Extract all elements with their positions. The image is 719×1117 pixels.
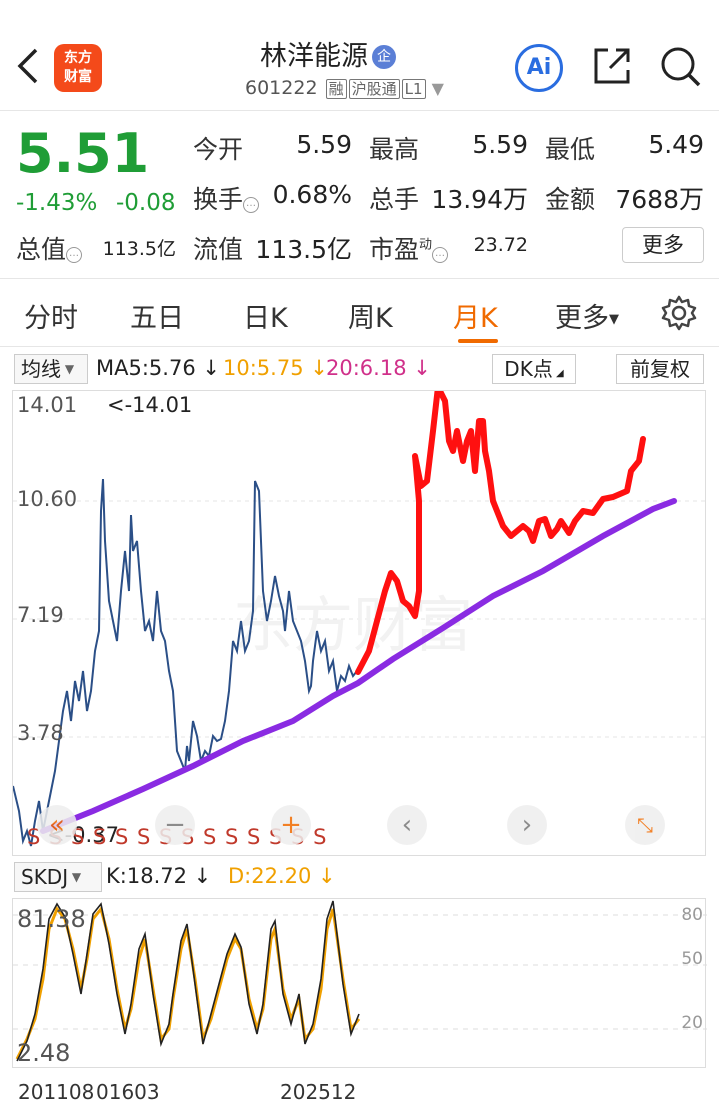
dk-points-button[interactable]: DK点 ◢ — [492, 354, 576, 384]
gear-icon — [661, 295, 697, 331]
low-value: 5.49 — [648, 130, 704, 159]
current-price: 5.51 — [16, 122, 150, 185]
y-tick-4: 3.78 — [17, 721, 64, 745]
pe-value: 23.72 — [473, 234, 528, 256]
x-label-end: 202512 — [280, 1080, 357, 1104]
active-tab-indicator — [458, 339, 498, 343]
open-value: 5.59 — [296, 130, 352, 159]
y-tick-2: 10.60 — [17, 487, 78, 511]
logo-text-line2: 财富 — [64, 69, 92, 85]
ma20-value: 20:6.18 ↓ — [326, 356, 431, 380]
tag-connect: 沪股通 — [348, 79, 400, 99]
back-button[interactable] — [14, 44, 44, 88]
kdj-y-top: 81.38 — [17, 905, 86, 933]
float-label: 流值 — [193, 235, 244, 264]
indicator-selector[interactable]: SKDJ ▼ — [14, 862, 102, 892]
tab-more[interactable]: 更多▼ — [555, 303, 619, 334]
zoom-out-button[interactable]: − — [155, 805, 195, 845]
kline-chart-svg: 东方财富 — [13, 391, 707, 847]
mktcap-value: 113.5亿 — [102, 238, 176, 260]
share-icon — [594, 48, 630, 84]
y-tick-3: 7.19 — [17, 603, 64, 627]
kdj-tick-50: 50 — [681, 949, 703, 969]
scroll-right-button[interactable]: › — [507, 805, 547, 845]
kline-chart[interactable]: 东方财富 14.01 10.60 7.19 3.78 <-14.01 <-0.3… — [12, 390, 707, 856]
chevron-left-icon — [17, 48, 38, 84]
high-value: 5.59 — [472, 130, 528, 159]
tab-daily-k[interactable]: 日K — [243, 303, 288, 334]
projection-line — [355, 391, 646, 675]
ma5-value: MA5:5.76 ↓ — [96, 356, 220, 380]
pe-label: 市盈动… — [369, 230, 449, 266]
pe-sup: 动 — [419, 237, 433, 253]
stock-code: 601222 — [245, 77, 318, 99]
mktcap-label: 总值… — [16, 230, 83, 266]
divider — [0, 110, 719, 111]
tab-monthly-k[interactable]: 月K — [453, 303, 498, 334]
price-line — [13, 478, 358, 847]
scroll-left-button[interactable]: ‹ — [387, 805, 427, 845]
high-label: 最高 — [369, 135, 420, 164]
tab-weekly-k[interactable]: 周K — [348, 303, 393, 334]
d-value: D:22.20 ↓ — [228, 864, 336, 888]
more-button[interactable]: 更多 — [622, 227, 704, 263]
x-label-start: 201108 — [18, 1080, 95, 1104]
enterprise-badge: 企 — [372, 45, 396, 69]
watermark: 东方财富 — [233, 591, 473, 661]
ma10-value: 10:5.75 ↓ — [223, 356, 328, 380]
turnover-value: 0.68% — [272, 180, 352, 209]
low-label: 最低 — [545, 135, 596, 164]
turnover-label: 换手… — [193, 180, 260, 216]
stock-subline[interactable]: 601222 融沪股通 L1 ▼ — [245, 77, 444, 99]
fullscreen-button[interactable]: ⤡ — [625, 805, 665, 845]
amount-label: 金额 — [545, 185, 596, 214]
caret-down-icon: ▼ — [61, 362, 75, 376]
tab-five-day[interactable]: 五日 — [130, 303, 184, 334]
divider — [0, 278, 719, 279]
kdj-chart-svg — [13, 900, 707, 1062]
float-value: 113.5亿 — [255, 235, 352, 264]
change-amount: -0.08 — [116, 190, 176, 216]
kdj-tick-80: 80 — [681, 905, 703, 925]
volume-label: 总手 — [369, 185, 420, 214]
ai-button[interactable]: Ai — [515, 44, 563, 92]
x-label-mid: 01603 — [96, 1080, 160, 1104]
info-icon: … — [243, 197, 260, 213]
adjust-button[interactable]: 前复权 — [616, 354, 704, 384]
share-button[interactable] — [590, 44, 634, 88]
logo-text-line1: 东方 — [64, 50, 92, 66]
open-label: 今开 — [193, 135, 244, 164]
caret-down-icon: ▼ — [609, 312, 619, 327]
stock-name: 林洋能源 — [260, 41, 368, 72]
trend-line — [40, 498, 677, 834]
zoom-left-button[interactable]: « — [37, 805, 77, 845]
caret-down-icon: ▼ — [431, 79, 444, 98]
search-icon — [661, 47, 701, 87]
k-line — [16, 900, 360, 1062]
info-icon: … — [66, 247, 83, 263]
max-marker: <-14.01 — [107, 393, 193, 417]
tag-level: L1 — [401, 79, 426, 99]
y-tick-top: 14.01 — [17, 393, 78, 417]
zoom-in-button[interactable]: + — [271, 805, 311, 845]
corner-triangle-icon: ◢ — [552, 368, 564, 379]
kdj-chart[interactable]: 81.38 2.48 80 50 20 — [12, 898, 707, 1068]
kdj-tick-20: 20 — [681, 1013, 703, 1033]
info-icon: … — [432, 247, 449, 263]
divider — [0, 346, 719, 347]
amount-value: 7688万 — [615, 185, 704, 214]
volume-value: 13.94万 — [431, 185, 528, 214]
tag-margin: 融 — [325, 79, 347, 99]
tab-intraday[interactable]: 分时 — [24, 303, 78, 334]
app-logo: 东方 财富 — [54, 44, 102, 92]
kdj-y-bottom: 2.48 — [17, 1039, 71, 1067]
stock-title: 林洋能源企 — [260, 34, 460, 73]
search-button[interactable] — [658, 44, 702, 88]
change-percent: -1.43% — [16, 190, 98, 216]
k-value: K:18.72 ↓ — [106, 864, 212, 888]
settings-button[interactable] — [660, 294, 698, 332]
ma-selector[interactable]: 均线 ▼ — [14, 354, 88, 384]
caret-down-icon: ▼ — [68, 870, 82, 884]
